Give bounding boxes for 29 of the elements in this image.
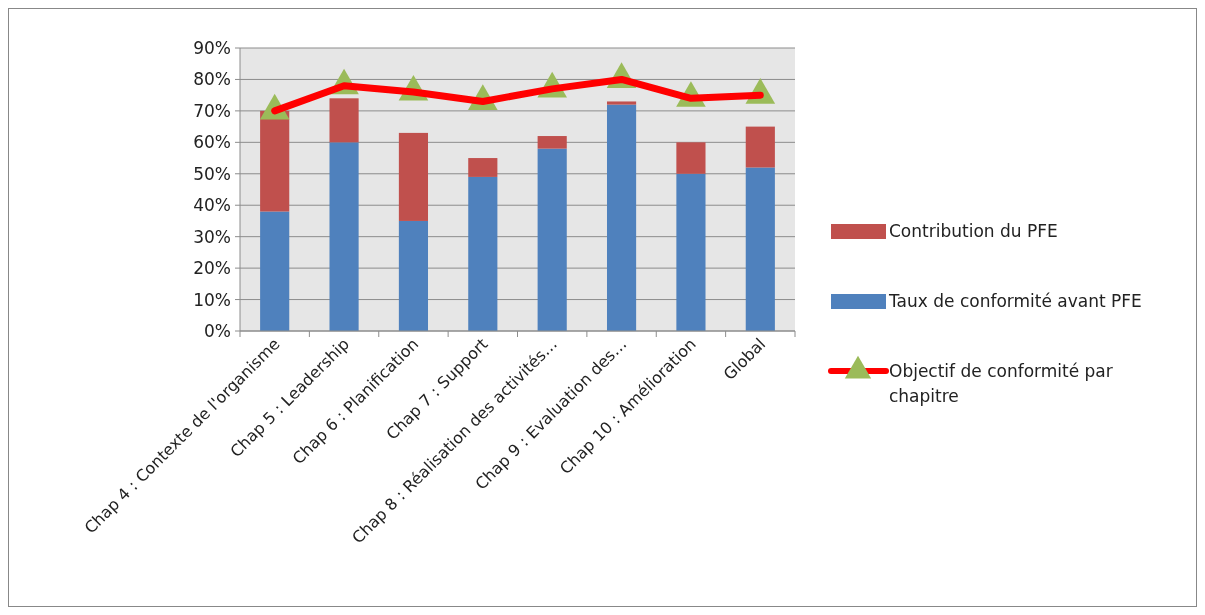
y-tick-label: 50% <box>193 163 231 184</box>
bar <box>537 148 567 331</box>
legend-label: Objectif de conformité par chapitre <box>889 360 1113 407</box>
legend-label: Taux de conformité avant PFE <box>888 290 1142 311</box>
bar <box>468 158 498 177</box>
bar <box>260 211 290 331</box>
bar <box>329 142 359 331</box>
y-tick-label: 0% <box>204 320 231 341</box>
y-tick-label: 80% <box>193 69 231 90</box>
y-tick-label: 40% <box>193 195 231 216</box>
bar <box>260 110 290 212</box>
bar <box>606 104 637 331</box>
bar <box>745 167 775 331</box>
bar <box>676 173 706 331</box>
bar <box>606 101 637 105</box>
y-tick-label: 30% <box>193 226 231 247</box>
y-tick-label: 20% <box>193 258 231 279</box>
bar <box>537 136 567 149</box>
bar <box>398 220 429 331</box>
y-tick-label: 10% <box>193 289 231 310</box>
y-tick-label: 90% <box>193 37 231 58</box>
y-tick-label: 60% <box>193 132 231 153</box>
bar <box>676 142 706 174</box>
bar <box>329 98 359 143</box>
bar <box>468 176 498 331</box>
y-tick-label: 70% <box>193 100 231 121</box>
bar <box>398 132 429 221</box>
bar <box>745 126 775 168</box>
legend-label: Contribution du PFE <box>889 220 1058 241</box>
